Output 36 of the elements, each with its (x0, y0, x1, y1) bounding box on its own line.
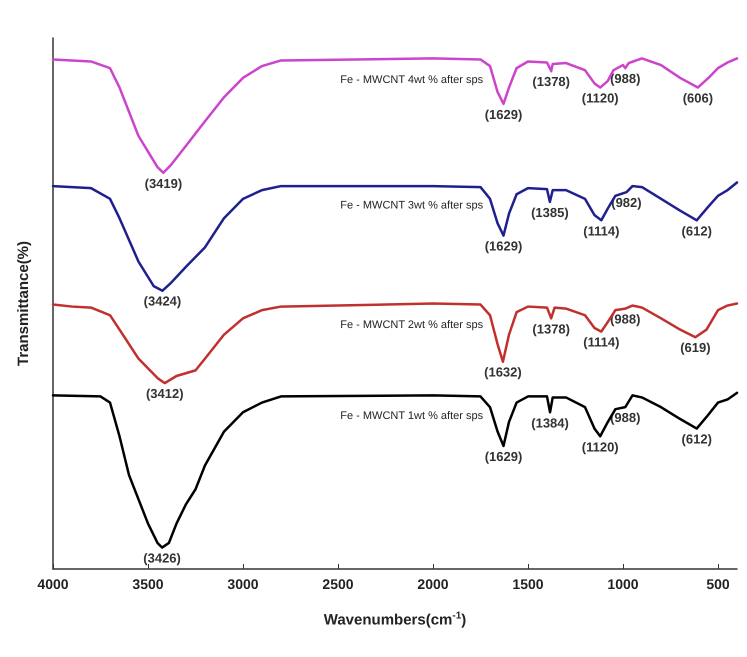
annotation: (619) (680, 340, 711, 356)
annotation: (1629) (484, 106, 522, 122)
annotation: (1378) (532, 74, 570, 90)
x-tick-label: 3000 (227, 576, 259, 592)
annotation: (1378) (532, 321, 570, 336)
series-label: Fe - MWCNT 2wt % after sps (340, 319, 484, 332)
x-tick-label: 1500 (512, 576, 544, 592)
x-tick-label: 500 (706, 576, 730, 592)
annotation: (1114) (583, 223, 620, 238)
series-label: Fe - MWCNT 3wt % after sps (340, 200, 484, 212)
annotation: (1629) (484, 448, 522, 464)
y-axis-title: Transmittance(%) (15, 240, 32, 366)
annotation: (612) (682, 432, 712, 447)
annotation: (988) (610, 71, 640, 86)
x-tick-label: 2500 (322, 576, 354, 592)
annotation: (3424) (144, 294, 182, 309)
annotation: (1120) (582, 90, 619, 106)
series-label: Fe - MWCNT 1wt % after sps (340, 410, 484, 422)
annotation: (1629) (484, 238, 522, 254)
annotation: (1384) (531, 415, 569, 430)
x-tick-label: 3500 (132, 576, 164, 592)
annotation: (1385) (531, 204, 569, 220)
annotation: (1632) (484, 364, 522, 380)
annotation: (3426) (143, 550, 181, 566)
annotation: (3419) (144, 176, 182, 191)
annotation: (1114) (583, 334, 620, 350)
annotation: (1120) (582, 439, 619, 454)
x-tick-label: 2000 (417, 576, 449, 592)
annotation: (606) (682, 90, 714, 106)
annotation: (612) (682, 223, 712, 238)
annotation: (3412) (146, 386, 184, 402)
x-tick-label: 1000 (607, 576, 639, 592)
series-label: Fe - MWCNT 4wt % after sps (340, 74, 484, 86)
annotation: (982) (611, 195, 642, 210)
annotation: (988) (610, 312, 640, 327)
x-tick-label: 4000 (37, 576, 69, 592)
